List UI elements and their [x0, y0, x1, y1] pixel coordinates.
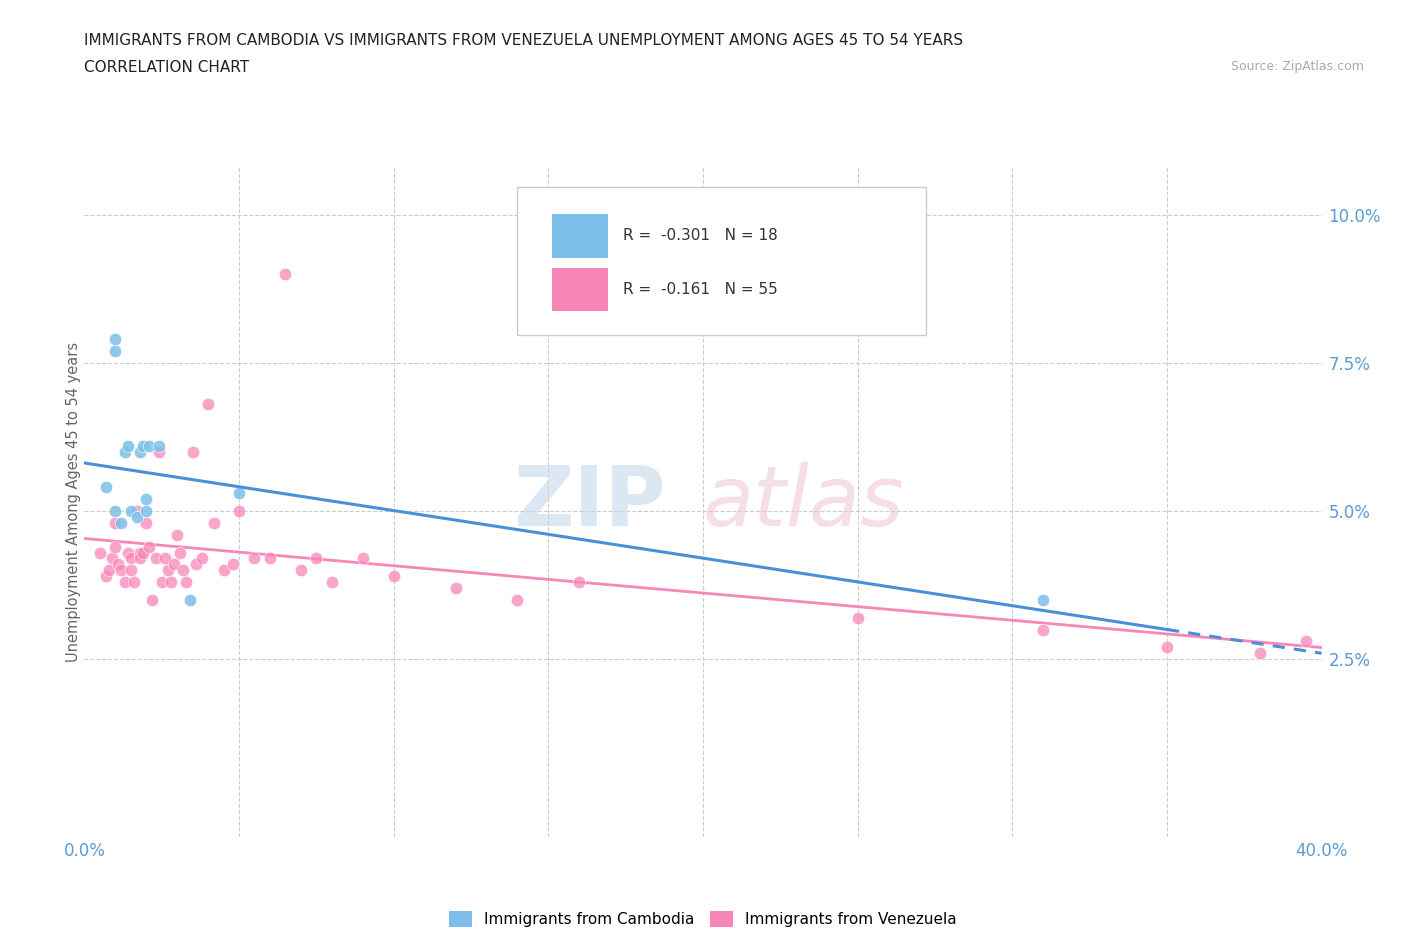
Point	[184, 557, 207, 572]
Point	[176, 575, 198, 590]
Point	[135, 515, 157, 530]
Point	[104, 504, 127, 519]
Point	[104, 344, 127, 359]
Point	[107, 557, 129, 572]
Point	[1032, 622, 1054, 637]
Point	[104, 515, 127, 530]
Point	[101, 551, 124, 566]
Point	[120, 563, 142, 578]
Point	[122, 575, 145, 590]
Point	[243, 551, 266, 566]
Point	[125, 510, 148, 525]
Point	[129, 545, 152, 560]
FancyBboxPatch shape	[517, 188, 925, 335]
Point	[160, 575, 183, 590]
Point	[846, 610, 869, 625]
Point	[114, 445, 136, 459]
Point	[1156, 640, 1178, 655]
Point	[179, 592, 201, 607]
Point	[163, 557, 186, 572]
Text: R =  -0.301   N = 18: R = -0.301 N = 18	[623, 228, 778, 244]
Point	[110, 515, 132, 530]
Point	[120, 551, 142, 566]
Point	[104, 332, 127, 347]
Point	[94, 480, 117, 495]
Point	[156, 563, 179, 578]
Point	[202, 515, 225, 530]
Point	[120, 504, 142, 519]
Point	[169, 545, 191, 560]
Point	[197, 397, 219, 412]
Point	[145, 551, 167, 566]
Point	[212, 563, 235, 578]
Point	[382, 569, 405, 584]
Point	[321, 575, 343, 590]
Bar	[553, 214, 607, 258]
Point	[148, 445, 170, 459]
Point	[148, 438, 170, 453]
Text: IMMIGRANTS FROM CAMBODIA VS IMMIGRANTS FROM VENEZUELA UNEMPLOYMENT AMONG AGES 45: IMMIGRANTS FROM CAMBODIA VS IMMIGRANTS F…	[84, 33, 963, 47]
Point	[89, 545, 111, 560]
Y-axis label: Unemployment Among Ages 45 to 54 years: Unemployment Among Ages 45 to 54 years	[66, 342, 80, 662]
Point	[117, 545, 139, 560]
Point	[290, 563, 312, 578]
Point	[568, 575, 591, 590]
Bar	[553, 268, 607, 312]
Point	[110, 563, 132, 578]
Point	[506, 592, 529, 607]
Point	[222, 557, 245, 572]
Point	[1249, 645, 1271, 660]
Point	[153, 551, 176, 566]
Point	[114, 575, 136, 590]
Point	[228, 485, 250, 500]
Text: Source: ZipAtlas.com: Source: ZipAtlas.com	[1230, 60, 1364, 73]
Text: CORRELATION CHART: CORRELATION CHART	[84, 60, 249, 75]
Point	[135, 504, 157, 519]
Point	[444, 580, 467, 595]
Point	[150, 575, 173, 590]
Point	[172, 563, 194, 578]
Point	[138, 438, 160, 453]
Point	[1032, 592, 1054, 607]
Point	[94, 569, 117, 584]
Point	[132, 545, 155, 560]
Point	[98, 563, 121, 578]
Point	[104, 539, 127, 554]
Point	[129, 551, 152, 566]
Point	[352, 551, 374, 566]
Point	[117, 438, 139, 453]
Point	[1295, 634, 1317, 649]
Point	[141, 592, 163, 607]
Point	[166, 527, 188, 542]
Point	[181, 445, 204, 459]
Text: atlas: atlas	[703, 461, 904, 543]
Point	[305, 551, 328, 566]
Point	[135, 492, 157, 507]
Legend: Immigrants from Cambodia, Immigrants from Venezuela: Immigrants from Cambodia, Immigrants fro…	[443, 905, 963, 930]
Point	[228, 504, 250, 519]
Point	[132, 438, 155, 453]
Point	[125, 504, 148, 519]
Point	[259, 551, 281, 566]
Point	[274, 267, 297, 282]
Point	[138, 539, 160, 554]
Text: R =  -0.161   N = 55: R = -0.161 N = 55	[623, 282, 778, 297]
Point	[129, 445, 152, 459]
Text: ZIP: ZIP	[513, 461, 666, 543]
Point	[191, 551, 214, 566]
